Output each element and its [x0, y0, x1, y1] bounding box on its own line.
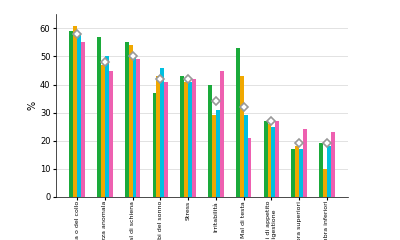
Bar — [125, 42, 129, 197]
Bar — [160, 68, 164, 197]
Popolazione totale — [241, 106, 246, 108]
Bar — [327, 146, 331, 197]
Bar — [272, 127, 275, 197]
Bar — [303, 129, 307, 197]
Bar — [136, 59, 140, 197]
Bar — [244, 115, 248, 197]
Bar — [132, 56, 136, 197]
Bar — [208, 84, 212, 197]
Bar — [101, 65, 105, 197]
Bar — [73, 26, 77, 197]
Bar — [212, 115, 216, 197]
Bar — [156, 76, 160, 197]
Bar — [180, 76, 184, 197]
Line: Popolazione totale: Popolazione totale — [74, 31, 330, 147]
Popolazione totale — [102, 61, 107, 64]
Bar — [299, 149, 303, 197]
Bar — [292, 149, 295, 197]
Bar — [109, 71, 112, 197]
Popolazione totale — [324, 142, 329, 145]
Bar — [105, 56, 109, 197]
Bar — [275, 121, 279, 197]
Bar — [188, 82, 192, 197]
Bar — [184, 82, 188, 197]
Bar — [240, 76, 244, 197]
Bar — [152, 93, 156, 197]
Popolazione totale — [158, 78, 163, 80]
Y-axis label: %: % — [27, 101, 37, 110]
Popolazione totale — [297, 142, 302, 145]
Bar — [319, 144, 323, 197]
Bar — [220, 71, 224, 197]
Popolazione totale — [130, 55, 135, 58]
Bar — [264, 121, 268, 197]
Bar — [216, 110, 220, 197]
Bar — [192, 79, 196, 197]
Bar — [129, 45, 132, 197]
Popolazione totale — [186, 78, 190, 80]
Bar — [331, 132, 335, 197]
Bar — [77, 34, 81, 197]
Bar — [69, 31, 73, 197]
Bar — [164, 82, 168, 197]
Bar — [323, 169, 327, 197]
Bar — [268, 124, 272, 197]
Bar — [81, 42, 85, 197]
Popolazione totale — [75, 33, 80, 36]
Bar — [97, 37, 101, 197]
Bar — [295, 146, 299, 197]
Popolazione totale — [214, 100, 218, 103]
Popolazione totale — [269, 120, 274, 122]
Bar — [236, 48, 240, 197]
Bar — [248, 138, 252, 197]
